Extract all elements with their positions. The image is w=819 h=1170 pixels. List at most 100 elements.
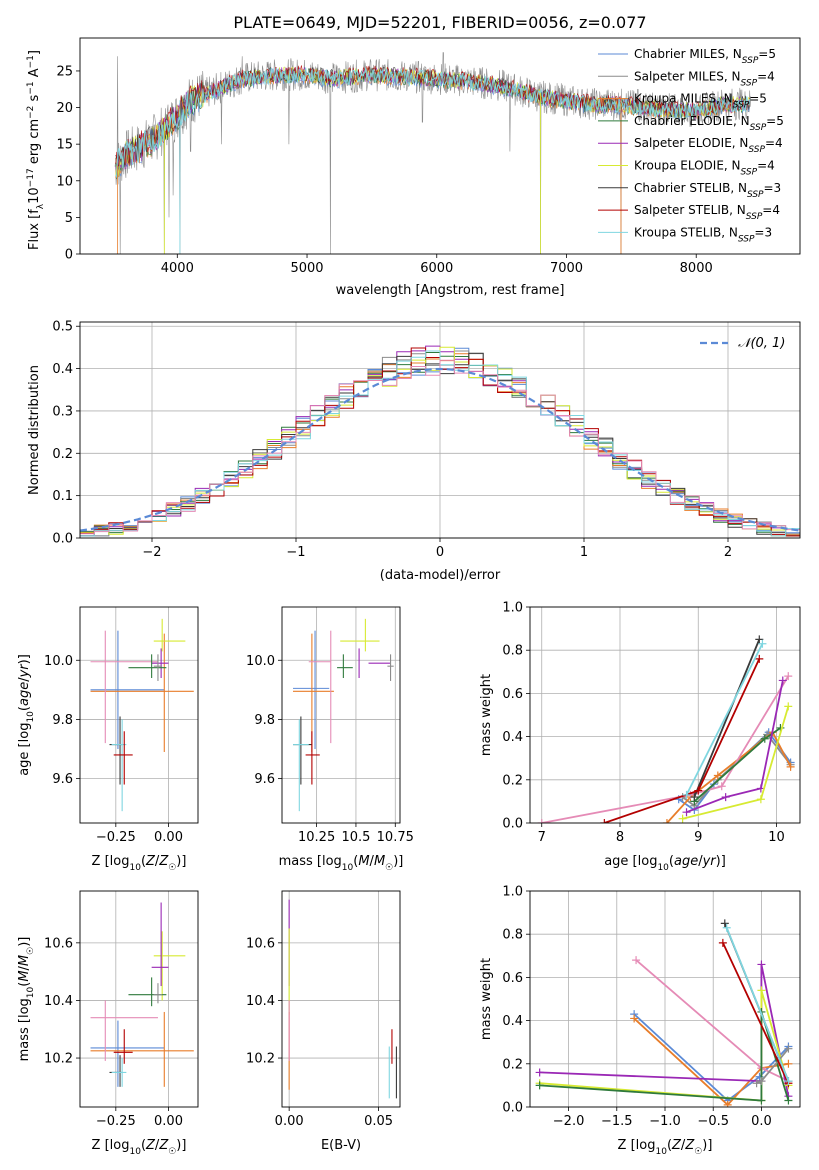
- y-tick-label: 10.2: [44, 1052, 73, 1067]
- weight-marker: [784, 1059, 793, 1068]
- y-tick-label: 0.4: [502, 1014, 523, 1029]
- weight-marker: [786, 762, 795, 771]
- x-tick-label: −2: [142, 545, 161, 560]
- legend-model: Salpeter STELIB, N: [634, 203, 746, 217]
- label-part: erg cm: [27, 119, 42, 168]
- legend-nssp: =4: [757, 69, 775, 83]
- y-axis-label: Flux [fλ10−17 erg cm−2 s−1 A−1]: [26, 50, 46, 250]
- label-part: age: [17, 682, 32, 706]
- label-part: 10: [129, 863, 141, 873]
- x-axis-label: Z [log10(Z/Z☉)]: [92, 1138, 187, 1157]
- x-tick-label: 2: [724, 545, 732, 560]
- label-part: 10: [342, 863, 354, 873]
- y-tick-label: 25: [56, 64, 73, 79]
- label-part: /: [155, 854, 160, 869]
- label-part: Z: [684, 1138, 695, 1153]
- errorbar-point: [387, 654, 394, 681]
- weight-line: [722, 942, 790, 1084]
- y-axis-label: age [log10(age/yr)]: [17, 654, 36, 776]
- x-axis-label: mass [log10(M/M☉)]: [279, 854, 404, 873]
- y-tick-label: 0.8: [502, 644, 523, 659]
- errorbar-point: [153, 654, 163, 681]
- plot-area-spectrum: [114, 52, 751, 254]
- x-tick-label: 10: [768, 830, 785, 845]
- y-tick-label: 9.8: [254, 713, 275, 728]
- label-part: )]: [17, 937, 32, 947]
- y-tick-label: 0.8: [502, 928, 523, 943]
- x-tick-label: 4000: [161, 261, 194, 276]
- panel-age_vs_Z: −0.25 0.009.69.810.0Z [log10(Z/Z☉)]age [l…: [17, 606, 199, 873]
- legend-sub: SSP: [748, 145, 765, 155]
- x-tick-label: 1: [580, 545, 588, 560]
- x-axis-label: Z [log10(Z/Z☉)]: [92, 854, 187, 873]
- y-tick-label: 1.0: [502, 885, 523, 900]
- errorbar-point: [337, 654, 353, 679]
- weight-marker: [784, 1096, 793, 1105]
- label-part: ☉: [168, 863, 176, 873]
- legend-sub: SSP: [742, 56, 759, 66]
- label-part: λ: [36, 203, 46, 209]
- axes-frame: [79, 606, 199, 824]
- legend-entry: Kroupa ELODIE, NSSP=4: [634, 159, 775, 178]
- errorbar-point: [90, 630, 158, 744]
- label-part: 10: [27, 187, 42, 204]
- x-tick-label: 10.25: [298, 830, 335, 845]
- weight-marker: [718, 938, 727, 947]
- label-part: −1: [26, 55, 36, 68]
- x-tick-label: 8000: [680, 261, 713, 276]
- legend-sub: SSP: [738, 234, 755, 244]
- x-tick-label: 0: [436, 545, 444, 560]
- errorbar-point: [293, 630, 330, 750]
- errorbar-point: [128, 654, 167, 679]
- weight-marker: [690, 793, 699, 802]
- label-part: Z: [158, 854, 169, 869]
- weight-line: [685, 643, 764, 796]
- legend-entry: Chabrier MILES, NSSP=5: [634, 47, 776, 66]
- label-part: ☉: [26, 947, 36, 955]
- legend-sub: SSP: [741, 78, 758, 88]
- panel-residuals: −2 −1 0 1 2 0.0 0.1 0.2 0.3 0.4 0.5 (data-model)/er…: [27, 320, 801, 583]
- y-tick-label: 0.5: [52, 320, 73, 335]
- weight-marker: [682, 808, 691, 817]
- plot-area-weight_vs_Z: [535, 919, 793, 1107]
- x-tick-label: −1.5: [601, 1114, 633, 1129]
- legend-sub: SSP: [733, 101, 750, 111]
- weight-marker: [784, 1044, 793, 1053]
- y-axis-label: mass [log10(M/M☉)]: [17, 937, 36, 1062]
- weight-marker: [713, 771, 722, 780]
- label-part: M: [358, 854, 369, 869]
- label-part: A: [27, 68, 42, 81]
- y-tick-label: 0.6: [502, 971, 523, 986]
- label-part: ☉: [694, 1147, 702, 1157]
- panel-spectrum: 4000 5000 6000 7000 8000 0 5 10 15 20 25 wavelength…: [26, 37, 801, 298]
- legend-entry: Chabrier ELODIE, NSSP=5: [634, 114, 784, 133]
- errorbar-point: [111, 1058, 127, 1087]
- weight-marker: [756, 795, 765, 804]
- x-tick-label: 7000: [550, 261, 583, 276]
- y-tick-label: 0.0: [502, 817, 523, 832]
- label-part: 10: [655, 1147, 667, 1157]
- plot-area-mass_vs_ebv: [288, 899, 397, 1099]
- errorbar-point: [90, 1000, 158, 1061]
- weight-marker: [535, 1081, 544, 1090]
- label-part: ]: [27, 50, 42, 55]
- x-axis-label: wavelength [Angstrom, rest frame]: [336, 283, 565, 298]
- weight-marker: [755, 635, 764, 644]
- y-tick-label: 0.0: [502, 1101, 523, 1116]
- label-part: /: [17, 677, 32, 682]
- label-part: Z: [145, 1138, 156, 1153]
- x-tick-label: −0.5: [697, 1114, 729, 1129]
- label-part: )]: [716, 854, 726, 869]
- weight-marker: [630, 1014, 639, 1023]
- normal-curve: [80, 367, 800, 532]
- x-tick-label: −0.25: [96, 1114, 136, 1129]
- weight-line: [693, 639, 761, 798]
- weight-marker: [784, 1077, 793, 1086]
- histogram-step: [80, 359, 800, 535]
- y-tick-label: 0.4: [502, 730, 523, 745]
- weight-marker: [720, 919, 729, 928]
- axes-frame: [281, 606, 401, 824]
